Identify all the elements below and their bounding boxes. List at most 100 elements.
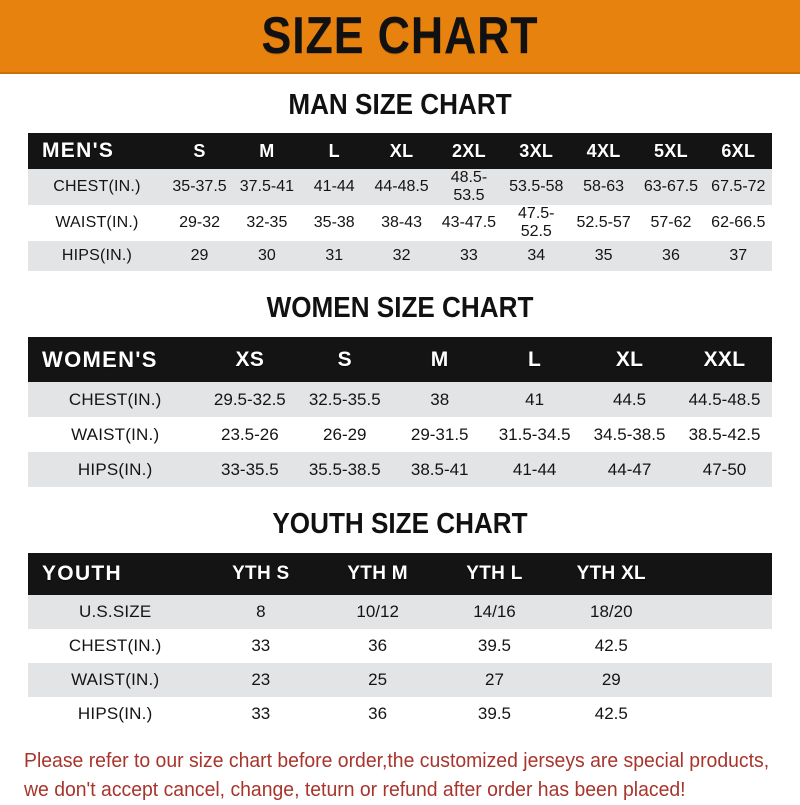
youth-cell: 36: [368, 636, 388, 655]
men-cell: 48.5-53.5: [450, 169, 488, 204]
youth-row-label: WAIST(IN.): [71, 670, 160, 689]
women-cell: 44-47: [607, 459, 652, 479]
men-size-header-cell: 5XL: [653, 140, 688, 161]
order-notice-line-2: we don't accept cancel, change, teturn o…: [24, 779, 686, 801]
youth-cell: 29: [601, 670, 621, 689]
men-size-header-cell: L: [328, 140, 340, 161]
women-size-table-wrapper: WOMEN'S XS S M L XL XXL CHEST(IN.) 29.5-…: [28, 337, 772, 487]
men-table-header-row: MEN'S S M L XL 2XL 3XL 4XL 5XL 6XL: [28, 133, 772, 169]
table-row: WAIST(IN.) 23 25 27 29: [28, 663, 772, 697]
page-title: SIZE CHART: [261, 7, 539, 65]
men-cell: 35-37.5: [172, 178, 227, 195]
women-cell: 35.5-38.5: [308, 459, 381, 479]
men-cell: 62-66.5: [711, 214, 766, 231]
men-cell: 37: [729, 247, 748, 264]
youth-size-header-cell: YTH XL: [576, 563, 646, 584]
women-cell: 31.5-34.5: [498, 424, 571, 444]
women-size-table: WOMEN'S XS S M L XL XXL CHEST(IN.) 29.5-…: [28, 337, 772, 487]
youth-cell: 25: [368, 670, 388, 689]
youth-cell: 33: [251, 704, 271, 723]
women-size-header-cell: S: [337, 347, 352, 371]
youth-cell-spacer: [670, 629, 772, 663]
men-cell: 29: [190, 247, 209, 264]
women-cell: 34.5-38.5: [593, 424, 666, 444]
men-cell: 29-32: [179, 214, 220, 231]
men-size-header-cell: M: [259, 140, 275, 161]
table-row: WAIST(IN.) 29-32 32-35 35-38 38-43 43-47…: [28, 205, 772, 241]
youth-cell-spacer: [670, 697, 772, 731]
women-cell: 38.5-41: [410, 459, 469, 479]
women-size-header-cell: XL: [615, 347, 644, 371]
youth-cell: 23: [251, 670, 271, 689]
men-size-header-cell: 2XL: [451, 140, 486, 161]
youth-size-table-wrapper: YOUTH YTH S YTH M YTH L YTH XL U.S.SIZE …: [28, 553, 772, 731]
men-cell: 32-35: [246, 214, 288, 231]
women-corner-label: WOMEN'S: [42, 346, 158, 372]
women-cell: 33-35.5: [221, 459, 279, 479]
youth-cell: 8: [256, 602, 266, 621]
youth-header-spacer: [669, 553, 772, 595]
men-cell: 57-62: [650, 214, 692, 231]
men-cell: 38-43: [381, 214, 423, 231]
order-notice-line-1: Please refer to our size chart before or…: [24, 750, 770, 772]
youth-cell: 33: [251, 636, 271, 655]
men-cell: 53.5-58: [509, 178, 564, 195]
men-cell: 37.5-41: [239, 178, 295, 195]
men-cell: 63-67.5: [643, 178, 699, 195]
section-title-youth: YOUTH SIZE CHART: [272, 508, 528, 540]
youth-row-label: HIPS(IN.): [77, 704, 153, 723]
women-cell: 38.5-42.5: [688, 424, 761, 444]
women-table-header-row: WOMEN'S XS S M L XL XXL: [28, 337, 772, 382]
women-size-header-cell: M: [430, 347, 449, 371]
women-table-body: WOMEN'S XS S M L XL XXL CHEST(IN.) 29.5-…: [28, 337, 772, 487]
men-row-label: WAIST(IN.): [55, 214, 139, 231]
youth-size-header-cell: YTH L: [466, 563, 523, 584]
men-cell: 44-48.5: [374, 178, 429, 195]
women-size-header-cell: XXL: [703, 347, 746, 371]
women-cell: 47-50: [702, 459, 747, 479]
men-size-header-cell: XL: [389, 140, 414, 161]
men-row-label: HIPS(IN.): [61, 247, 133, 264]
youth-corner-label: YOUTH: [42, 562, 122, 585]
women-size-header-cell: XS: [235, 347, 265, 371]
youth-row-label: CHEST(IN.): [68, 636, 162, 655]
youth-cell: 42.5: [594, 704, 628, 723]
youth-cell: 39.5: [477, 636, 511, 655]
section-title-women: WOMEN SIZE CHART: [266, 292, 534, 324]
youth-row-label: U.S.SIZE: [78, 602, 152, 621]
women-cell: 23.5-26: [221, 424, 279, 444]
table-row: U.S.SIZE 8 10/12 14/16 18/20: [28, 595, 772, 629]
men-cell: 34: [527, 247, 546, 264]
men-cell: 33: [460, 247, 478, 264]
youth-cell-spacer: [670, 595, 772, 629]
youth-cell: 27: [485, 670, 504, 689]
page-banner: SIZE CHART: [0, 0, 800, 74]
men-corner-label: MEN'S: [42, 139, 115, 162]
men-cell: 67.5-72: [711, 178, 766, 195]
women-cell: 44.5-48.5: [688, 389, 761, 409]
women-row-label: HIPS(IN.): [77, 459, 153, 479]
youth-cell: 18/20: [590, 602, 633, 621]
youth-cell: 42.5: [594, 636, 628, 655]
women-cell: 44.5: [612, 389, 647, 409]
table-row: HIPS(IN.) 33 36 39.5 42.5: [28, 697, 772, 731]
men-cell: 31: [325, 247, 344, 264]
men-row-label: CHEST(IN.): [53, 178, 141, 195]
table-row: WAIST(IN.) 23.5-26 26-29 29-31.5 31.5-34…: [28, 417, 772, 452]
women-size-header-cell: L: [528, 347, 542, 371]
women-cell: 29-31.5: [410, 424, 469, 444]
youth-size-header-cell: YTH S: [232, 563, 290, 584]
men-cell: 32: [392, 247, 411, 264]
youth-cell: 10/12: [356, 602, 399, 621]
men-size-header-cell: 4XL: [586, 140, 621, 161]
women-cell: 41: [525, 389, 545, 409]
youth-cell-spacer: [670, 663, 772, 697]
table-row: HIPS(IN.) 29 30 31 32 33 34 35 36 37: [28, 241, 772, 271]
men-cell: 58-63: [583, 178, 625, 195]
men-cell: 35-38: [313, 214, 355, 231]
men-size-header-cell: 6XL: [721, 140, 756, 161]
men-cell: 52.5-57: [576, 214, 631, 231]
youth-cell: 36: [368, 704, 388, 723]
men-cell: 41-44: [313, 178, 355, 195]
